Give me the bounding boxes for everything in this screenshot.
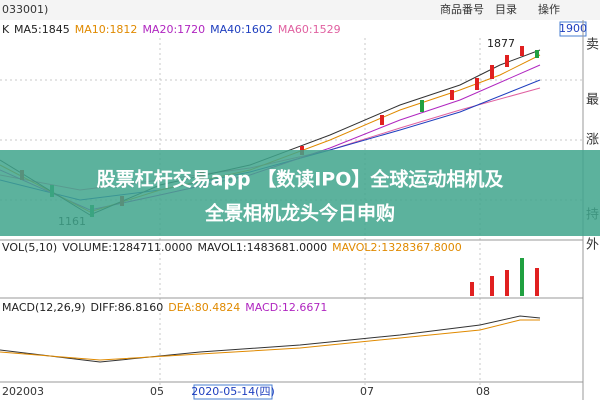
candle — [420, 100, 424, 112]
legend-item: VOLUME:1284711.0000 — [62, 241, 192, 254]
high-annotation: 1877 — [487, 37, 515, 50]
candle — [475, 78, 479, 90]
tab[interactable]: 商品番号 — [440, 2, 484, 16]
legend-item: DEA:80.4824 — [168, 301, 240, 314]
legend-item: MACD(12,26,9) — [2, 301, 86, 314]
legend-item: MA10:1812 — [75, 23, 138, 36]
dea-line — [0, 319, 540, 361]
price-box-label: 1900 — [559, 22, 587, 35]
volume-bar — [470, 282, 474, 296]
candle — [535, 50, 539, 58]
volume-bar — [490, 276, 494, 296]
legend-item: MA5:1845 — [14, 23, 70, 36]
date-label: 2020-05-14(四) — [191, 385, 275, 398]
date-label: 202003 — [2, 385, 44, 398]
legend-item: VOL(5,10) — [2, 241, 57, 254]
diff-line — [0, 315, 541, 363]
legend-item: MAVOL1:1483681.0000 — [197, 241, 327, 254]
tab[interactable]: 目录 — [495, 3, 517, 16]
volume-bar — [505, 270, 509, 296]
ma-legend: K MA5:1845 MA10:1812 MA20:1720 MA40:1602 MA6… — [2, 23, 341, 36]
banner — [0, 150, 600, 236]
legend-item: MA60:1529 — [278, 23, 341, 36]
legend-item: MAVOL2:1328367.8000 — [332, 241, 462, 254]
legend-item: DIFF:86.8160 — [91, 301, 164, 314]
side-label: 最 — [586, 93, 599, 108]
candle — [505, 55, 509, 67]
stock-code: 033001) — [2, 3, 48, 16]
date-label: 05 — [150, 385, 164, 398]
legend-item: MACD:12.6671 — [245, 301, 327, 314]
legend-item: MA40:1602 — [210, 23, 273, 36]
date-label: 07 — [360, 385, 374, 398]
candle — [520, 46, 524, 56]
date-cursor — [193, 384, 273, 400]
volume-bar — [520, 258, 524, 296]
k-label: K — [2, 23, 10, 36]
top-bar — [0, 0, 600, 20]
legend-item: MA20:1720 — [142, 23, 205, 36]
volume-bars — [470, 258, 539, 296]
price-box — [559, 21, 587, 37]
candle — [380, 115, 384, 125]
side-label: 外 — [586, 238, 599, 253]
candle — [450, 90, 454, 100]
side-label: 卖 — [586, 38, 599, 53]
side-label: 涨 — [586, 133, 599, 148]
tab[interactable]: 操作 — [538, 2, 560, 16]
volume-legend: VOL(5,10) VOLUME:1284711.0000 MAVOL1:14836… — [2, 241, 462, 254]
candle — [490, 65, 494, 79]
date-label: 08 — [476, 385, 490, 398]
banner-line: 股票杠杆交易app 【数读IPO】全球运动相机及 — [97, 168, 505, 191]
macd-legend: MACD(12,26,9) DIFF:86.8160 DEA:80.4824 MACD… — [2, 301, 327, 314]
volume-bar — [535, 268, 539, 296]
banner-line: 全景相机龙头今日申购 — [204, 202, 395, 225]
